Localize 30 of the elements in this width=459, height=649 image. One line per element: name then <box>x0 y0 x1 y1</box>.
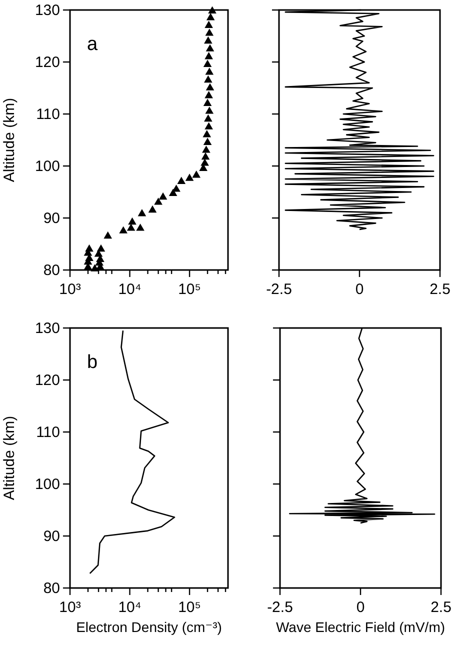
x-axis-title: Electron Density (cm⁻³) <box>76 619 222 635</box>
y-tick-label: 100 <box>34 476 60 493</box>
annotation: b <box>87 352 98 373</box>
x-tick-label: 10³ <box>59 281 81 298</box>
y-axis-title: Altitude (km) <box>1 416 18 500</box>
y-tick-label: 90 <box>43 528 60 545</box>
x-tick-label: 10⁵ <box>178 281 201 298</box>
x-tick-label: 0 <box>355 281 364 298</box>
y-tick-label: 90 <box>43 210 60 227</box>
x-tick-label: -2.5 <box>266 281 292 298</box>
y-tick-label: 130 <box>34 2 60 19</box>
y-tick-label: 80 <box>43 580 60 597</box>
y-tick-label: 120 <box>34 54 60 71</box>
x-tick-label: 10³ <box>59 599 81 616</box>
y-tick-label: 120 <box>34 372 60 389</box>
y-tick-label: 110 <box>36 424 60 441</box>
y-tick-label: 110 <box>36 106 60 123</box>
x-tick-label: 2.5 <box>430 281 450 298</box>
x-tick-label: -2.5 <box>267 599 293 616</box>
x-tick-label: 10⁴ <box>118 281 142 298</box>
x-axis-title: Wave Electric Field (mV/m) <box>276 619 446 635</box>
annotation: a <box>87 34 98 55</box>
y-axis-title: Altitude (km) <box>1 98 18 182</box>
x-tick-label: 2.5 <box>430 599 452 616</box>
y-tick-label: 80 <box>43 262 60 279</box>
x-tick-label: 0 <box>356 599 365 616</box>
y-tick-label: 100 <box>34 158 60 175</box>
y-tick-label: 130 <box>34 320 60 337</box>
x-tick-label: 10⁵ <box>178 599 201 616</box>
x-tick-label: 10⁴ <box>118 599 142 616</box>
